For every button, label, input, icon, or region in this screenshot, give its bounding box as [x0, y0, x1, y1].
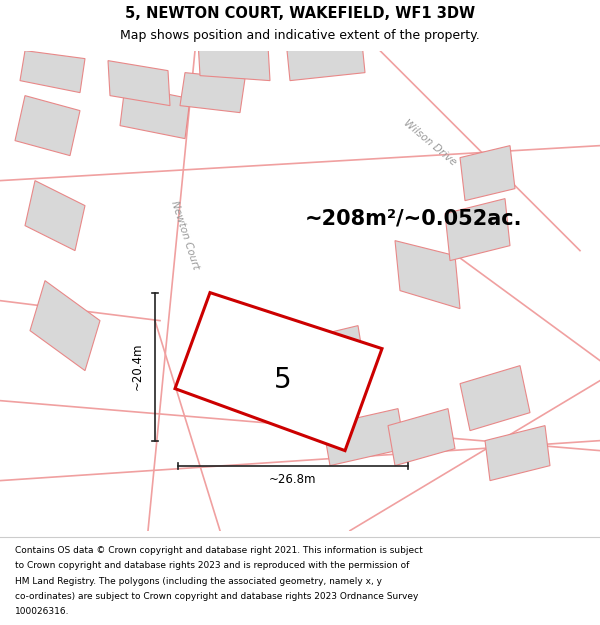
- Text: 5: 5: [274, 366, 292, 394]
- Text: Contains OS data © Crown copyright and database right 2021. This information is : Contains OS data © Crown copyright and d…: [15, 546, 423, 555]
- Polygon shape: [108, 61, 170, 106]
- Text: co-ordinates) are subject to Crown copyright and database rights 2023 Ordnance S: co-ordinates) are subject to Crown copyr…: [15, 592, 418, 601]
- Polygon shape: [323, 409, 405, 466]
- Text: 5, NEWTON COURT, WAKEFIELD, WF1 3DW: 5, NEWTON COURT, WAKEFIELD, WF1 3DW: [125, 6, 475, 21]
- Text: Map shows position and indicative extent of the property.: Map shows position and indicative extent…: [120, 29, 480, 42]
- Polygon shape: [180, 72, 245, 112]
- Polygon shape: [287, 42, 365, 81]
- Polygon shape: [388, 409, 455, 466]
- Polygon shape: [25, 181, 85, 251]
- Text: 100026316.: 100026316.: [15, 607, 70, 616]
- Polygon shape: [395, 241, 460, 309]
- Polygon shape: [445, 199, 510, 261]
- Polygon shape: [485, 426, 550, 481]
- Polygon shape: [20, 51, 85, 92]
- Polygon shape: [308, 326, 365, 381]
- Text: HM Land Registry. The polygons (including the associated geometry, namely x, y: HM Land Registry. The polygons (includin…: [15, 577, 382, 586]
- Text: to Crown copyright and database rights 2023 and is reproduced with the permissio: to Crown copyright and database rights 2…: [15, 561, 409, 571]
- Polygon shape: [198, 41, 270, 81]
- Polygon shape: [120, 86, 190, 139]
- Polygon shape: [460, 146, 515, 201]
- Text: ~26.8m: ~26.8m: [269, 473, 317, 486]
- Polygon shape: [30, 281, 100, 371]
- Polygon shape: [175, 292, 382, 451]
- Text: Newton Court: Newton Court: [169, 200, 201, 271]
- Text: ~208m²/~0.052ac.: ~208m²/~0.052ac.: [305, 209, 523, 229]
- Polygon shape: [460, 366, 530, 431]
- Polygon shape: [15, 96, 80, 156]
- Text: ~20.4m: ~20.4m: [131, 343, 143, 391]
- Text: Wilson Drive: Wilson Drive: [402, 118, 458, 168]
